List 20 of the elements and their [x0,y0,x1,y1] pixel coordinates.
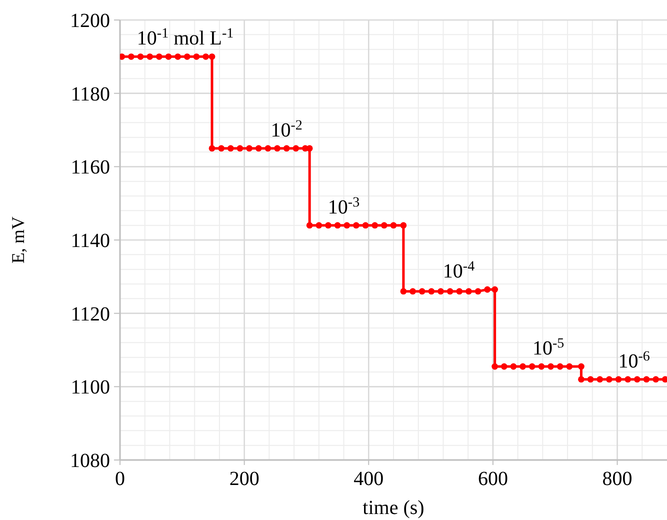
annotation: 10$^{-1}$ mol L$^{-1}$ [136,26,234,50]
y-tick-label: 1160 [70,156,110,179]
x-tick-label: 400 [354,468,384,490]
x-tick-label: 800 [602,468,632,490]
x-tick-label: 600 [478,468,508,490]
y-tick-label: 1200 [70,10,110,32]
y-tick-label: 1140 [70,230,110,252]
y-tick-label: 1120 [70,303,110,326]
x-tick-label: 0 [115,468,125,490]
x-tick-label: 200 [229,468,260,490]
y-axis-title: E, mV [8,216,28,264]
y-tick-label: 1080 [70,450,110,472]
y-tick-label: 1180 [70,83,110,106]
y-tick-label: 1100 [70,376,110,399]
annotation: 10$^{-3}$ [328,194,360,218]
annotation: 10$^{-4}$ [442,259,475,282]
annotation: 10$^{-2}$ [270,118,302,142]
annotation: 10$^{-6}$ [618,348,650,372]
x-axis-title: time (s) [362,497,424,519]
annotation: 10$^{-5}$ [532,336,564,360]
